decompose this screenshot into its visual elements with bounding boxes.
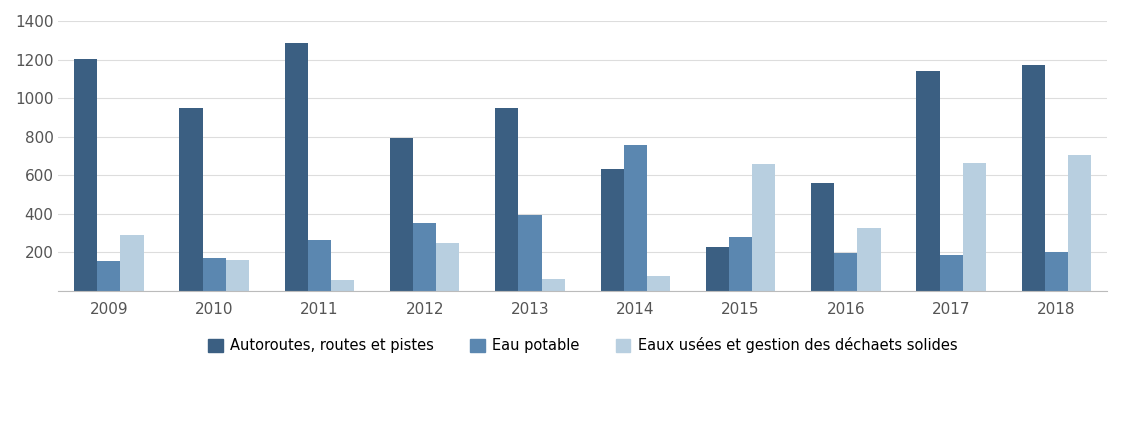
Bar [857,228,881,291]
Bar [624,145,647,291]
Legend: Autoroutes, routes et pistes, Eau potable, Eaux usées et gestion des déchaets so: Autoroutes, routes et pistes, Eau potabl… [202,332,963,359]
Bar [203,258,226,291]
Bar [1045,252,1068,291]
Bar [495,108,518,291]
Bar [390,138,413,291]
Bar [963,163,986,291]
Bar [706,247,729,291]
Bar [1022,65,1045,291]
Bar [542,279,564,291]
Bar [120,234,144,291]
Bar [729,237,752,291]
Bar [917,71,939,291]
Bar [331,280,355,291]
Bar [600,168,624,291]
Bar [180,108,203,291]
Bar [1068,155,1092,291]
Bar [518,215,542,291]
Bar [811,183,835,291]
Bar [752,164,775,291]
Bar [436,243,460,291]
Bar [647,276,670,291]
Bar [98,261,120,291]
Bar [939,255,963,291]
Bar [74,59,98,291]
Bar [835,254,857,291]
Bar [307,240,331,291]
Bar [413,223,436,291]
Bar [285,43,307,291]
Bar [226,260,249,291]
